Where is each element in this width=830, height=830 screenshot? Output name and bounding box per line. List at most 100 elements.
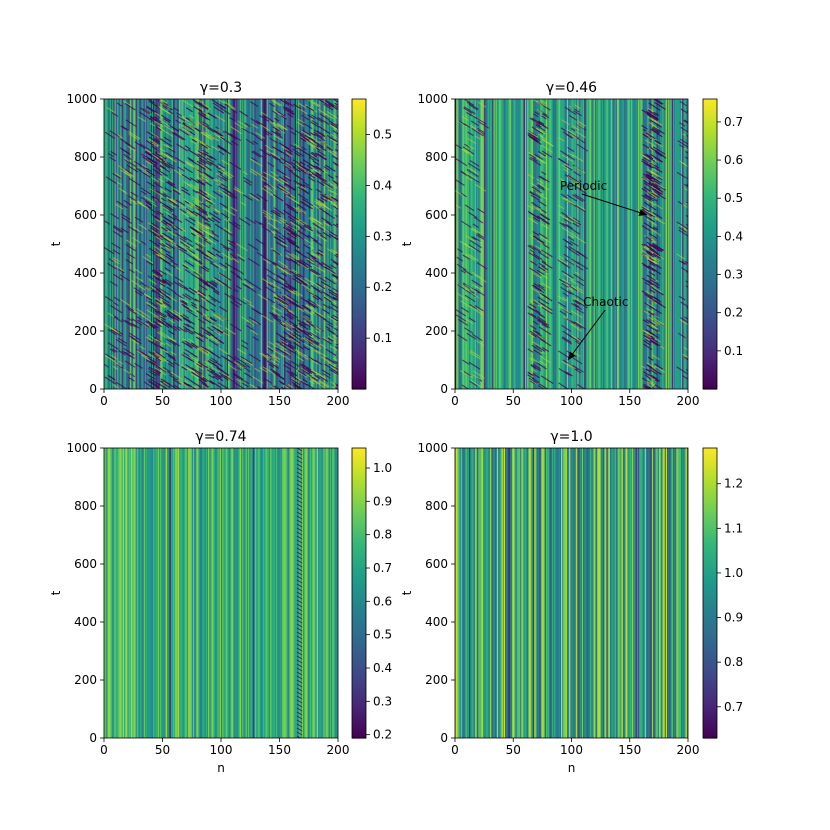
heatmap-column — [205, 99, 208, 389]
streak — [165, 352, 176, 360]
streak — [296, 587, 303, 592]
heatmap-column — [302, 448, 305, 738]
streak — [125, 259, 134, 265]
heatmap-column — [105, 448, 107, 738]
streak — [270, 368, 281, 376]
streak — [207, 250, 214, 255]
streak — [289, 221, 301, 229]
streak — [532, 235, 545, 244]
streak — [170, 351, 177, 356]
heatmap-column — [584, 99, 586, 389]
streak — [646, 218, 658, 227]
streak — [105, 176, 117, 184]
colorbar-segment — [352, 318, 366, 322]
streak — [309, 331, 321, 340]
streak — [678, 229, 688, 237]
colorbar-segment — [703, 256, 717, 260]
colorbar-segment — [352, 364, 366, 368]
heatmap-column — [301, 448, 304, 738]
streak — [213, 130, 222, 137]
streak — [154, 356, 162, 362]
colorbar-segment — [703, 481, 717, 485]
x-tick-label: 100 — [210, 394, 233, 408]
heatmap-column — [314, 99, 317, 389]
heatmap-column — [461, 448, 464, 738]
streak — [271, 130, 283, 139]
heatmap-column — [155, 448, 157, 738]
streak — [267, 345, 274, 351]
streak — [292, 301, 305, 310]
streak — [222, 190, 235, 199]
streak — [538, 284, 545, 289]
streak — [195, 371, 202, 377]
streak — [251, 151, 261, 158]
streak — [288, 162, 296, 168]
colorbar-segment — [703, 345, 717, 349]
streak — [266, 360, 280, 369]
streak — [302, 315, 311, 323]
heatmap-column — [333, 448, 335, 738]
streak — [269, 281, 281, 290]
streak — [152, 269, 161, 275]
streak — [190, 273, 203, 282]
streak — [314, 359, 323, 366]
streak — [236, 378, 243, 384]
colorbar-segment — [352, 275, 366, 279]
streak — [150, 176, 160, 183]
streak — [574, 368, 582, 374]
streak — [264, 131, 270, 136]
streak — [158, 287, 171, 296]
colorbar-segment — [703, 338, 717, 342]
streak — [646, 302, 657, 310]
colorbar-segment — [352, 532, 366, 536]
streak — [288, 335, 301, 344]
streak — [164, 270, 174, 277]
streak — [262, 366, 275, 375]
streak — [306, 383, 315, 389]
streak — [296, 579, 303, 584]
streak — [308, 99, 320, 107]
heatmap-column — [256, 99, 258, 389]
colorbar-segment — [703, 144, 717, 148]
heatmap-column — [238, 448, 241, 738]
streak — [185, 123, 197, 132]
streak — [297, 203, 307, 211]
streak — [146, 170, 156, 177]
streak — [141, 164, 148, 169]
streak — [203, 256, 214, 264]
heatmap-column — [271, 448, 273, 738]
streak — [538, 385, 545, 389]
streak — [193, 106, 202, 112]
streak — [654, 253, 665, 260]
heatmap-column — [132, 448, 134, 738]
streak — [278, 186, 291, 194]
streak — [682, 375, 688, 380]
streak — [229, 117, 235, 121]
streak — [128, 335, 136, 340]
heatmap-column — [503, 99, 506, 389]
streak — [565, 217, 574, 224]
streak — [686, 355, 688, 358]
colorbar-tick-label: 0.4 — [724, 229, 743, 243]
colorbar-tick-label: 0.3 — [373, 229, 392, 243]
streak — [531, 186, 542, 194]
streak — [195, 207, 209, 216]
heatmap-column — [538, 448, 541, 738]
heatmap-column — [108, 448, 111, 738]
heatmap-column — [266, 99, 269, 389]
heatmap-column — [600, 99, 603, 389]
streak — [136, 350, 148, 358]
heatmap-column — [260, 448, 263, 738]
streak — [320, 356, 332, 365]
streak — [575, 286, 583, 292]
y-tick-label: 400 — [425, 266, 448, 280]
heatmap-column — [455, 448, 457, 738]
heatmap-column — [565, 99, 568, 389]
heatmap-column — [626, 448, 628, 738]
streak — [104, 323, 117, 333]
streak — [264, 215, 271, 220]
heatmap-column — [484, 99, 486, 389]
colorbar-segment — [352, 498, 366, 502]
streak — [146, 309, 159, 318]
streak — [263, 377, 272, 384]
